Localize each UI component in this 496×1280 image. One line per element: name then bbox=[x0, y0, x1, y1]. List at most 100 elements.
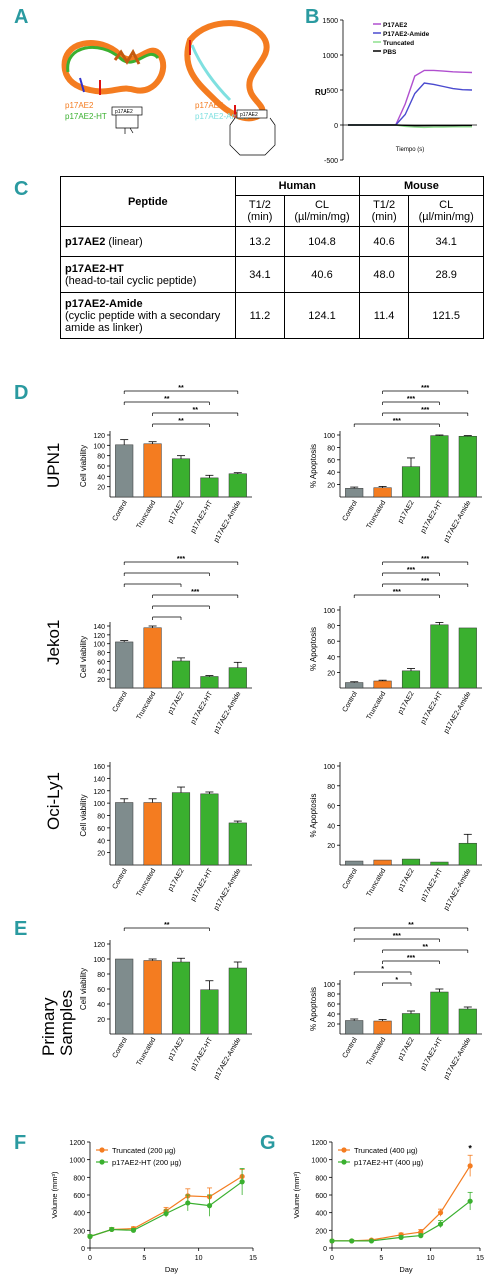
y-tick-label: 500 bbox=[326, 88, 338, 95]
data-point bbox=[185, 1200, 191, 1206]
y-tick-label: 120 bbox=[93, 633, 105, 640]
a-left-label-1: p17AE2 bbox=[65, 101, 94, 110]
bar bbox=[430, 624, 449, 689]
sig-label: ** bbox=[164, 922, 170, 929]
a-right-label-1: p17AE2 bbox=[195, 101, 224, 110]
y-axis-label: Volume (mm³) bbox=[50, 1171, 59, 1219]
bar bbox=[430, 861, 449, 866]
y-tick-label: 100 bbox=[93, 642, 105, 649]
y-tick-label: 20 bbox=[327, 670, 335, 677]
legend-label: PBS bbox=[383, 49, 397, 56]
y-tick-label: 100 bbox=[93, 801, 105, 808]
bar bbox=[401, 670, 421, 689]
upn1-apoptosis-chart: 20 40 60 80 100 % Apoptosis Control Truncated p1… bbox=[309, 385, 482, 544]
data-point bbox=[206, 1203, 213, 1209]
sig-label: *** bbox=[393, 589, 401, 596]
y-tick-label: 40 bbox=[327, 823, 335, 830]
y-tick-label: 80 bbox=[327, 992, 335, 999]
table-cell: 124.1 bbox=[284, 292, 360, 339]
y-axis-label: Cell viability bbox=[79, 968, 88, 1010]
y-tick-label: 80 bbox=[97, 814, 105, 821]
y-tick-label: 80 bbox=[327, 445, 335, 452]
series-line bbox=[348, 69, 473, 126]
a-left-chem-label: p17AE2 bbox=[115, 109, 133, 115]
sig-label: *** bbox=[421, 578, 429, 585]
x-tick-label: p17AE2-HT bbox=[420, 867, 445, 903]
x-tick-label: p17AE2-Amide bbox=[213, 690, 243, 734]
sig-label: *** bbox=[407, 396, 415, 403]
y-tick-label: 100 bbox=[323, 764, 335, 771]
y-tick-label: 40 bbox=[327, 1012, 335, 1019]
sig-label: *** bbox=[191, 589, 199, 596]
x-tick-label: Truncated bbox=[366, 867, 388, 898]
a-left-chem-box bbox=[111, 106, 143, 116]
y-tick-label: 40 bbox=[97, 1002, 105, 1009]
bar bbox=[373, 680, 392, 689]
a-right-chem-label: p17AE2 bbox=[240, 112, 258, 118]
table-subheader: T1/2 (min) bbox=[358, 195, 410, 227]
y-tick-label: 400 bbox=[73, 1211, 85, 1218]
x-tick-label: p17AE2-Amide bbox=[443, 690, 473, 734]
y-tick-label: 800 bbox=[315, 1175, 327, 1182]
primary-apoptosis-chart: 20 40 60 80 100 % Apoptosis Control Truncated p1… bbox=[309, 922, 482, 1081]
data-point bbox=[418, 1233, 424, 1239]
table-cell-peptide: p17AE2-Amide (cyclic peptide with a secon… bbox=[60, 292, 236, 339]
y-tick-label: 60 bbox=[327, 639, 335, 646]
x-tick-label: 0 bbox=[330, 1255, 334, 1262]
y-tick-label: 1500 bbox=[322, 18, 338, 25]
y-tick-label: 80 bbox=[97, 972, 105, 979]
sig-label: *** bbox=[393, 418, 401, 425]
y-axis-label: % Apoptosis bbox=[309, 987, 318, 1031]
a-right-chem-ring bbox=[229, 117, 276, 156]
panel-f-chart: 0 200 400 600 800 1000 1200 0 5 10 15 Day Volume (mm… bbox=[50, 1140, 257, 1274]
panel-letter-f: F bbox=[14, 1132, 27, 1154]
y-tick-label: 1000 bbox=[311, 1158, 327, 1165]
panel-c-table: Peptide Human Mouse T1/2 (min) CL (µl/mi… bbox=[60, 176, 485, 339]
bar bbox=[458, 627, 477, 689]
x-tick-label: Control bbox=[112, 499, 130, 522]
sig-label: *** bbox=[421, 407, 429, 414]
y-tick-label: 100 bbox=[93, 957, 105, 964]
x-tick-label: 10 bbox=[427, 1255, 435, 1262]
panel-g-chart: 0 200 400 600 800 1000 1200 0 5 10 15 Day Volume (mm… bbox=[292, 1140, 484, 1274]
table-cell: 104.8 bbox=[284, 226, 360, 257]
table-subheader: CL (µl/min/mg) bbox=[284, 195, 360, 227]
y-axis-label: % Apoptosis bbox=[309, 444, 318, 488]
ociply1-viability-chart: 20 40 60 80 100 120 140 160 Cell viability Contro… bbox=[79, 762, 252, 912]
y-tick-label: 140 bbox=[93, 776, 105, 783]
y-tick-label: 400 bbox=[315, 1211, 327, 1218]
sig-label: ** bbox=[192, 407, 198, 414]
x-tick-label: Control bbox=[342, 499, 360, 522]
x-tick-label: p17AE2-Amide bbox=[443, 499, 473, 543]
bar bbox=[143, 443, 162, 498]
table-cell-peptide: p17AE2 (linear) bbox=[60, 226, 236, 257]
y-tick-label: 20 bbox=[327, 483, 335, 490]
sig-label: ** bbox=[408, 922, 414, 929]
x-tick-label: p17AE2-HT bbox=[190, 867, 215, 903]
x-tick-label: p17AE2-HT bbox=[420, 499, 445, 535]
y-tick-label: 600 bbox=[315, 1193, 327, 1200]
bar bbox=[345, 1020, 364, 1035]
x-tick-label: p17AE2 bbox=[167, 499, 186, 524]
y-axis-label: % Apoptosis bbox=[309, 793, 318, 837]
bar bbox=[458, 435, 477, 498]
table-row: p17AE2 (linear) 13.2 104.8 40.6 34.1 bbox=[60, 226, 484, 257]
y-tick-label: 20 bbox=[97, 1017, 105, 1024]
panel-letter-g: G bbox=[260, 1132, 276, 1154]
bar bbox=[171, 961, 191, 1035]
data-point bbox=[437, 1210, 444, 1216]
data-point bbox=[467, 1198, 473, 1204]
sig-label: * bbox=[395, 977, 398, 984]
y-tick-label: 800 bbox=[73, 1175, 85, 1182]
x-tick-label: 5 bbox=[142, 1255, 146, 1262]
x-tick-label: Control bbox=[112, 690, 130, 713]
y-axis-label: RU bbox=[315, 88, 327, 97]
bar bbox=[171, 458, 191, 498]
y-tick-label: 80 bbox=[97, 651, 105, 658]
y-tick-label: 60 bbox=[327, 804, 335, 811]
panel-letter-c: C bbox=[14, 178, 29, 200]
x-tick-label: Truncated bbox=[366, 690, 388, 721]
bar bbox=[401, 1013, 421, 1035]
y-tick-label: 40 bbox=[327, 470, 335, 477]
